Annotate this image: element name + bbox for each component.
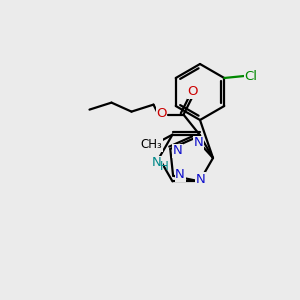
Text: N: N — [152, 157, 162, 169]
Text: O: O — [156, 107, 167, 120]
Text: N: N — [172, 144, 182, 158]
Text: N: N — [175, 168, 185, 181]
Text: N: N — [196, 173, 206, 186]
Text: CH₃: CH₃ — [141, 138, 162, 151]
Text: H: H — [160, 160, 168, 173]
Text: Cl: Cl — [245, 70, 258, 83]
Text: N: N — [194, 136, 204, 149]
Text: O: O — [187, 85, 198, 98]
